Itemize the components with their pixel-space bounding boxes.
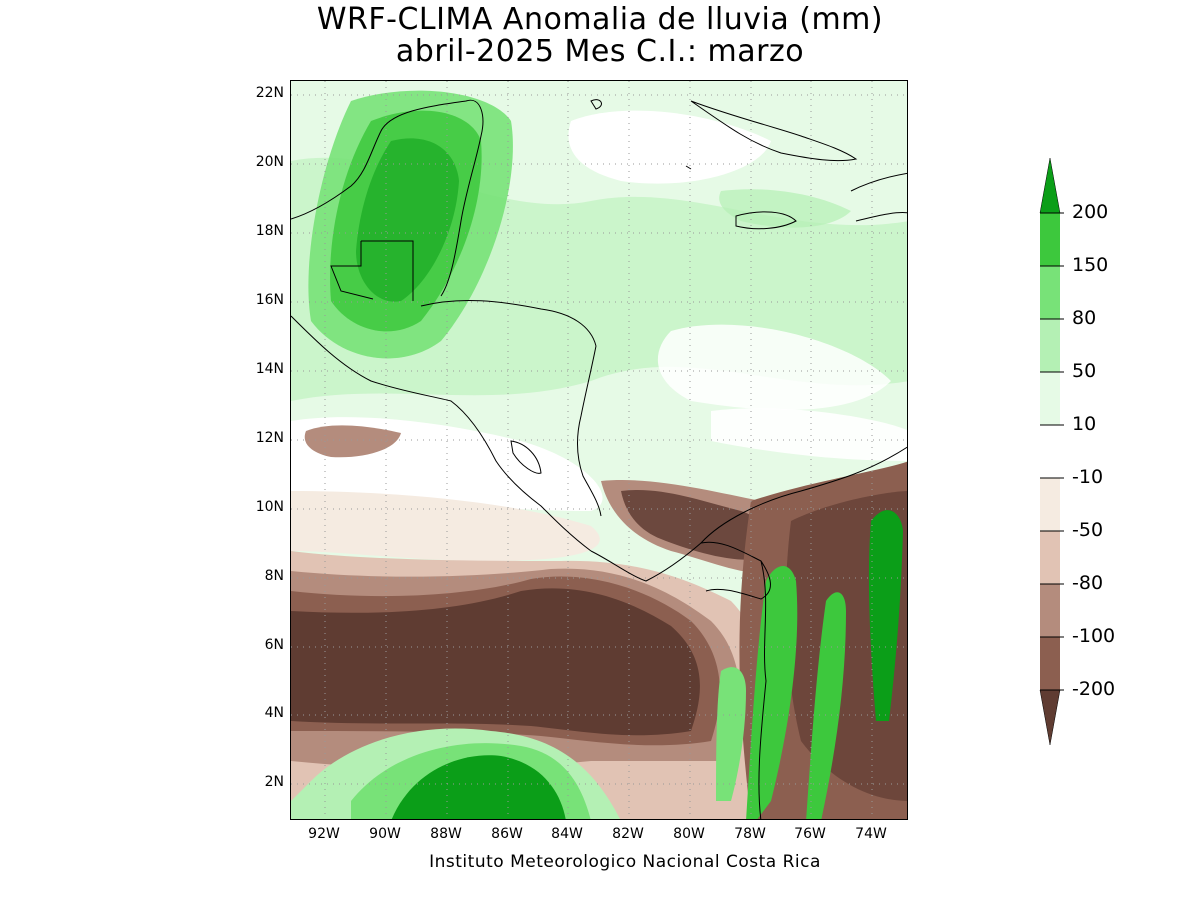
colorbar-label: 50 (1072, 360, 1097, 382)
colorbar-box (1040, 266, 1060, 319)
map-title-line1: WRF-CLIMA Anomalia de lluvia (mm) (316, 2, 884, 37)
lat-label-20N: 20N (255, 154, 284, 170)
precipitation-anomaly-map (290, 80, 908, 820)
map-title-line2: abril-2025 Mes C.I.: marzo (395, 34, 805, 69)
credit-text: Instituto Meteorologico Nacional Costa R… (429, 852, 821, 872)
colorbar-label: -50 (1072, 519, 1104, 541)
lat-label-16N: 16N (255, 292, 284, 308)
lat-label-8N: 8N (264, 568, 284, 584)
colorbar-boxes (1039, 157, 1064, 746)
lat-label-18N: 18N (255, 223, 284, 239)
lon-label-86W: 86W (491, 826, 523, 842)
anomaly-fill-regions (291, 90, 907, 819)
colorbar-label: -80 (1072, 572, 1104, 594)
lon-label-80W: 80W (673, 826, 705, 842)
colorbar-label: 150 (1072, 254, 1109, 276)
colorbar-box (1040, 213, 1060, 266)
colorbar-label: 80 (1072, 307, 1097, 329)
colorbar-box (1040, 319, 1060, 372)
colorbar-label: 200 (1072, 201, 1109, 223)
colorbar-box (1040, 478, 1060, 531)
lat-label-12N: 12N (255, 430, 284, 446)
colorbar-box (1040, 372, 1060, 425)
lon-label-82W: 82W (612, 826, 644, 842)
lon-label-84W: 84W (551, 826, 583, 842)
colorbar-label: 10 (1072, 413, 1097, 435)
colorbar-box (1040, 637, 1060, 690)
lat-label-10N: 10N (255, 499, 284, 515)
lat-label-22N: 22N (255, 85, 284, 101)
colorbar-bottom-arrow (1039, 689, 1061, 746)
lat-label-4N: 4N (264, 705, 284, 721)
map-svg (291, 81, 907, 819)
lat-label-2N: 2N (264, 774, 284, 790)
colorbar-top-arrow (1039, 157, 1061, 214)
colorbar-box (1040, 425, 1060, 478)
colorbar-box (1040, 584, 1060, 637)
lon-label-74W: 74W (855, 826, 887, 842)
lon-label-76W: 76W (794, 826, 826, 842)
colorbar (1039, 157, 1064, 746)
lon-label-90W: 90W (369, 826, 401, 842)
lon-label-92W: 92W (308, 826, 340, 842)
lon-label-88W: 88W (430, 826, 462, 842)
colorbar-label: -200 (1072, 678, 1116, 700)
lat-label-6N: 6N (264, 637, 284, 653)
colorbar-box (1040, 531, 1060, 584)
coastlines-borders (291, 99, 907, 819)
lat-label-14N: 14N (255, 361, 284, 377)
colorbar-label: -10 (1072, 466, 1104, 488)
lon-label-78W: 78W (734, 826, 766, 842)
colorbar-label: -100 (1072, 625, 1116, 647)
graticule (291, 81, 907, 819)
